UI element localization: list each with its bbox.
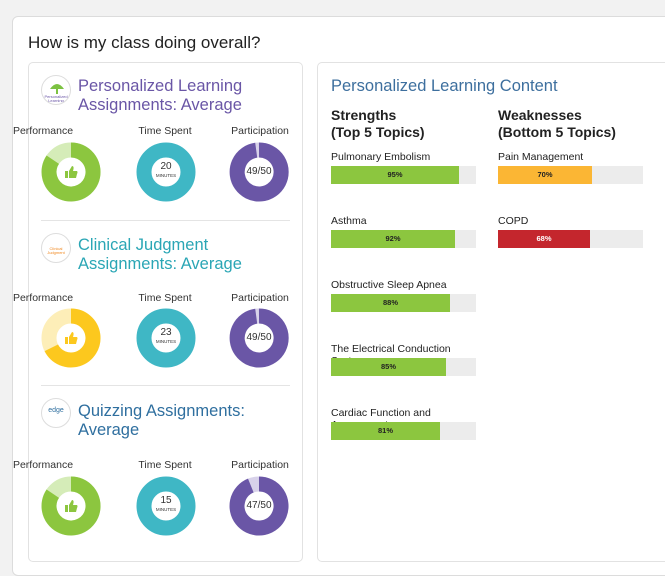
personalized-learning-logo: Personalized Learning <box>41 75 71 105</box>
participation-label: Participation <box>231 125 289 137</box>
topic-name: Cardiac Function and Assessment <box>331 407 431 431</box>
participation-donut: 49/50 <box>229 308 289 368</box>
topic-bar-track: 68% <box>498 230 643 248</box>
time-spent-value: 15 <box>160 495 172 506</box>
content-panel: Personalized Learning Content Strengths … <box>317 62 665 562</box>
edge-logo: edge <box>41 398 71 428</box>
participation-label: Participation <box>231 292 289 304</box>
time-spent-unit: MINUTES <box>155 173 177 178</box>
topic-name: Pain Management <box>498 151 584 163</box>
topic-percent: 95% <box>387 170 403 179</box>
strengths-heading: Strengths (Top 5 Topics) <box>331 107 425 140</box>
topic-bar-track: 81% <box>331 422 476 440</box>
section-title: Personalized Learning Assignments: Avera… <box>78 77 243 114</box>
participation-value: 49/50 <box>246 332 272 343</box>
time-spent-value: 20 <box>160 161 172 172</box>
topic-bar-fill <box>498 166 592 184</box>
performance-donut <box>41 476 101 536</box>
topic-bar-track: 88% <box>331 294 476 312</box>
section-clinical-judgment: Clinical Judgment Clinical Judgment Assi… <box>13 221 304 386</box>
strengths-topic: Pulmonary Embolism 95% <box>331 151 481 184</box>
page-title: How is my class doing overall? <box>28 33 261 52</box>
thumbs-up-icon <box>65 166 78 178</box>
content-title: Personalized Learning Content <box>331 77 558 95</box>
participation-donut: 47/50 <box>229 476 289 536</box>
topic-bar-fill <box>331 422 440 440</box>
topic-name: Asthma <box>331 215 367 227</box>
divider <box>41 220 290 221</box>
strengths-topic: Obstructive Sleep Apnea 88% <box>331 279 481 312</box>
divider <box>41 385 290 386</box>
thumbs-up-icon <box>65 500 78 512</box>
thumbs-up-icon <box>65 332 78 344</box>
assignments-panel: Personalized Learning Personalized Learn… <box>13 62 304 563</box>
topic-bar-fill <box>331 358 446 376</box>
topic-bar-fill <box>331 230 455 248</box>
topic-percent: 68% <box>536 234 552 243</box>
topic-percent: 88% <box>382 298 398 307</box>
topic-name: Obstructive Sleep Apnea <box>331 279 447 291</box>
topic-name: COPD <box>498 215 529 227</box>
participation-value: 47/50 <box>246 500 272 511</box>
participation-donut: 49/50 <box>229 142 289 202</box>
section-quizzing: edge Quizzing Assignments: Average Perfo… <box>13 386 304 563</box>
topic-bar-fill <box>498 230 590 248</box>
section-title: Clinical Judgment Assignments: Average <box>78 236 242 273</box>
strengths-topic: Asthma 92% <box>331 215 481 248</box>
topic-percent: 92% <box>385 234 401 243</box>
time-spent-label: Time Spent <box>138 125 192 137</box>
topic-bar-fill <box>331 166 459 184</box>
topic-bar-track: 92% <box>331 230 476 248</box>
performance-donut <box>41 308 101 368</box>
topic-bar-track: 70% <box>498 166 643 184</box>
performance-label: Performance <box>12 459 74 471</box>
topic-percent: 70% <box>537 170 553 179</box>
topic-percent: 85% <box>380 362 396 371</box>
clinical-judgment-logo: Clinical Judgment <box>41 233 71 263</box>
weaknesses-topic: COPD 68% <box>498 215 648 248</box>
weaknesses-topic: Pain Management 70% <box>498 151 648 184</box>
topic-name: Pulmonary Embolism <box>331 151 431 163</box>
strengths-topic: The Electrical Conduction System85% <box>331 343 481 376</box>
time-spent-label: Time Spent <box>138 459 192 471</box>
topic-bar-track: 85% <box>331 358 476 376</box>
time-spent-label: Time Spent <box>138 292 192 304</box>
strengths-topic: Cardiac Function and Assessment81% <box>331 407 481 440</box>
performance-donut <box>41 142 101 202</box>
participation-label: Participation <box>231 459 289 471</box>
section-personalized-learning: Personalized Learning Personalized Learn… <box>13 63 304 221</box>
topic-bar-track: 95% <box>331 166 476 184</box>
topic-bar-fill <box>331 294 450 312</box>
performance-label: Performance <box>12 125 74 137</box>
time-spent-donut: 15 MINUTES <box>136 476 196 536</box>
performance-label: Performance <box>12 292 74 304</box>
section-title: Quizzing Assignments: Average <box>78 402 245 439</box>
weaknesses-heading: Weaknesses (Bottom 5 Topics) <box>498 107 616 140</box>
time-spent-unit: MINUTES <box>155 507 177 512</box>
time-spent-unit: MINUTES <box>155 339 177 344</box>
time-spent-donut: 20 MINUTES <box>136 142 196 202</box>
time-spent-value: 23 <box>160 327 172 338</box>
topic-name: The Electrical Conduction System <box>331 343 451 367</box>
participation-value: 49/50 <box>246 166 272 177</box>
time-spent-donut: 23 MINUTES <box>136 308 196 368</box>
topic-percent: 81% <box>377 426 393 435</box>
